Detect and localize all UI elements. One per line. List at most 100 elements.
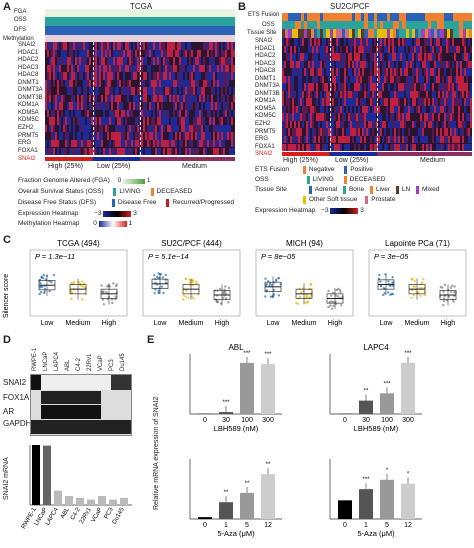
boxplot-point	[419, 294, 422, 297]
group-high-b: High (25%)	[283, 157, 319, 164]
boxplot-point	[391, 276, 394, 279]
boxplot-point	[442, 303, 445, 307]
boxplot-frame	[368, 249, 467, 317]
boxplot-point	[453, 285, 456, 288]
boxplot-point	[216, 300, 219, 304]
boxplot-point	[227, 286, 231, 290]
boxplot-point	[335, 288, 339, 292]
boxplot-point	[383, 292, 386, 295]
boxplot-point	[224, 285, 227, 288]
e-bar	[401, 483, 415, 519]
boxplot-point	[162, 291, 165, 295]
boxplot-point	[111, 301, 114, 305]
e-xlabel: LBH589 (nM)	[354, 424, 399, 433]
e-sig: ***	[243, 351, 251, 357]
d-xtick: Du145	[112, 506, 126, 525]
fga-track	[45, 9, 235, 17]
track-label-fga: FGA	[14, 9, 27, 15]
gene-label: HDAC1	[255, 45, 276, 52]
e-title: LAPC4	[363, 343, 389, 352]
legend-oss: Overall Survival Status (OSS) LIVING DEC…	[18, 188, 193, 196]
boxplot-point	[277, 276, 280, 280]
boxplot-point	[413, 279, 416, 283]
e-bar	[380, 393, 394, 414]
e-bar	[219, 412, 233, 414]
snai2-expression-bar-b	[282, 152, 472, 156]
gene-label: FOXA1	[255, 143, 275, 150]
gene-label: KDM1A	[18, 102, 39, 109]
e-title: ABL	[228, 343, 244, 352]
boxplot-point	[441, 286, 444, 289]
cell-line-label: Du145	[120, 353, 126, 371]
boxplot-point	[182, 294, 185, 297]
expression-heatmap-b	[282, 38, 472, 151]
boxplot-point	[164, 273, 167, 277]
gene-label: DNMT1	[255, 75, 276, 82]
boxplot-point	[52, 273, 56, 277]
gene-label: DNMT3B	[255, 90, 280, 97]
boxplot-title: Lapointe PCa (71)	[385, 239, 450, 248]
panel-a-label: A	[3, 1, 11, 13]
e-xlabel: 5-Aza (μM)	[357, 529, 395, 538]
boxplot-point	[391, 284, 394, 287]
panel-d-label: D	[3, 334, 11, 346]
boxplot-point	[341, 295, 344, 298]
group-low-a: Low (25%)	[97, 163, 131, 170]
e-xtick: 12	[264, 522, 272, 529]
snai2-row-label-a: SNAI2	[18, 156, 36, 162]
group-high-a: High (25%)	[48, 163, 84, 170]
boxplot-point	[192, 297, 195, 300]
e-xtick: 100	[381, 417, 393, 424]
legend-fga: Fraction Genome Altered (FGA) 0 1	[18, 177, 151, 184]
blot-label-gapdh: GAPDH	[3, 419, 32, 428]
boxplot-point	[447, 295, 451, 298]
legend-expression-b: Expression Heatmap −3 3	[255, 207, 364, 214]
expression-heatmap-a	[45, 42, 235, 155]
gene-label: KDM1A	[255, 98, 276, 105]
boxplot-point	[50, 281, 53, 284]
boxplot-point	[423, 294, 426, 297]
snai2-row-label-b: SNAI2	[255, 151, 273, 157]
blot-label-snai2: SNAI2	[3, 378, 27, 387]
boxplot-point	[410, 296, 413, 299]
boxplot-point	[332, 304, 335, 307]
panel-a-title: TCGA	[130, 2, 153, 11]
category-label: Medium	[179, 320, 204, 327]
e-xtick: 30	[362, 417, 370, 424]
gene-label: HDAC8	[255, 68, 276, 75]
category-label: Medium	[66, 320, 91, 327]
d-bar	[76, 497, 84, 505]
oss-track	[45, 17, 235, 26]
gene-label: EZH2	[255, 121, 271, 128]
boxplot-frame	[29, 249, 128, 317]
gene-label: DNMT3A	[18, 87, 43, 94]
boxplot-point	[411, 277, 414, 280]
p-value: P = 5.1e−14	[148, 252, 189, 261]
track-label-ets: ETS Fusion	[248, 12, 280, 18]
boxplot-point	[153, 274, 156, 277]
d-xtick: PC3	[104, 506, 115, 520]
boxplot-point	[270, 284, 274, 287]
boxplot-point	[274, 279, 278, 282]
e-xtick: 300	[402, 417, 414, 424]
boxplot-point	[160, 285, 163, 288]
blot-label-ar: AR	[3, 407, 15, 416]
e-sig: **	[364, 389, 369, 395]
cell-line-label: PC3	[109, 359, 115, 371]
d-bar	[65, 496, 73, 505]
gene-label: SNAI2	[255, 38, 273, 44]
legend-expression-a: Expression Heatmap −3 3	[18, 210, 137, 217]
boxplot-point	[102, 303, 106, 306]
gene-label: PRMT5	[18, 132, 39, 139]
cell-line-label: VCaP	[98, 355, 104, 371]
boxplot-title: SU2C/PCF (444)	[161, 239, 222, 248]
cell-line-header: RWPE-1 LNCaP LAPC4 ABL C4-2 22Rv1 VCaP PC3 Du145	[20, 337, 130, 373]
boxplot-point	[377, 277, 381, 280]
d-xtick: 22Rv1	[79, 506, 93, 525]
boxplot-point	[268, 284, 271, 287]
e-sig: **	[245, 481, 250, 487]
boxplot-point	[302, 289, 305, 293]
snai2-expression-bar-a	[45, 157, 235, 161]
boxplot-point	[104, 291, 108, 294]
